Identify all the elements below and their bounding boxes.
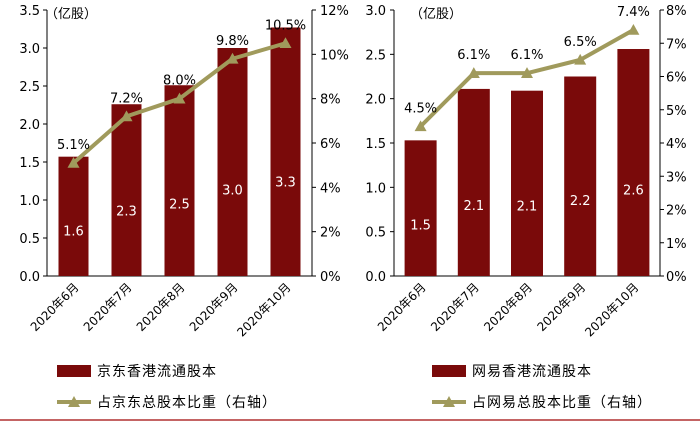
bar-value-label: 2.6 <box>623 184 644 199</box>
legend-swatch-marker <box>68 396 80 407</box>
left-tick-label: 2.0 <box>19 118 40 133</box>
line-value-label: 4.5% <box>404 101 437 116</box>
left-tick-label: 3.5 <box>19 4 40 19</box>
x-tick-label: 2020年8月 <box>134 280 188 334</box>
line-value-label: 6.5% <box>564 35 597 50</box>
right-tick-label: 0% <box>320 270 341 285</box>
legend-label-line: 占网易总股本比重（右轴） <box>472 395 652 411</box>
legend-label-bar: 网易香港流通股本 <box>472 364 592 380</box>
x-tick-label: 2020年10月 <box>582 280 641 339</box>
legend-label-bar: 京东香港流通股本 <box>97 364 217 380</box>
right-tick-label: 2% <box>666 204 687 219</box>
line-marker <box>120 110 133 122</box>
left-tick-label: 0.5 <box>19 232 40 247</box>
bar-value-label: 3.0 <box>222 183 243 198</box>
bar <box>111 104 142 277</box>
line-value-label: 7.4% <box>617 5 650 20</box>
left-tick-label: 1.5 <box>365 137 386 152</box>
line-marker <box>67 156 80 168</box>
legend-swatch-marker <box>443 396 455 407</box>
left-tick-label: 1.0 <box>19 194 40 209</box>
unit-label: （亿股） <box>45 7 97 22</box>
bar <box>511 90 543 276</box>
bar <box>564 76 597 276</box>
line-marker <box>173 92 186 104</box>
legend-swatch-bar <box>432 365 466 377</box>
legend-swatch-bar <box>57 365 91 377</box>
line-marker <box>279 37 292 49</box>
x-tick-label: 2020年9月 <box>534 280 588 334</box>
line-value-label: 5.1% <box>57 138 90 153</box>
chart-1: 0.0 0.5 1.0 1.5 2.0 2.5 3.0 3.5 0% 2% 4% 6% 8% 10% 12%… <box>19 4 349 411</box>
left-tick-label: 3.0 <box>19 42 40 57</box>
left-tick-label: 0.0 <box>365 270 386 285</box>
line-marker <box>574 53 587 65</box>
right-tick-label: 5% <box>666 104 687 119</box>
x-tick-label: 2020年10月 <box>234 280 293 339</box>
right-tick-label: 8% <box>666 4 687 19</box>
bar-value-label: 1.6 <box>63 225 84 240</box>
left-tick-label: 2.0 <box>365 93 386 108</box>
left-tick-label: 2.5 <box>19 80 40 95</box>
line-value-label: 10.5% <box>265 18 306 33</box>
bar-value-label: 3.3 <box>275 176 296 191</box>
right-tick-label: 6% <box>666 71 687 86</box>
line-value-label: 6.1% <box>457 48 490 63</box>
bar <box>270 27 301 277</box>
x-tick-label: 2020年9月 <box>187 280 241 334</box>
bar-value-label: 2.3 <box>116 205 137 220</box>
bar-value-label: 2.2 <box>570 194 591 209</box>
bar <box>58 156 89 276</box>
line-marker <box>627 23 640 35</box>
line-value-label: 7.2% <box>110 91 143 106</box>
line-marker <box>521 67 533 78</box>
bar <box>457 88 490 276</box>
bar <box>164 85 195 277</box>
x-tick-label: 2020年6月 <box>375 280 429 334</box>
right-tick-label: 10% <box>320 48 349 63</box>
line-value-label: 9.8% <box>216 34 249 49</box>
x-tick-label: 2020年8月 <box>481 280 535 334</box>
right-tick-label: 2% <box>320 226 341 241</box>
line-value-label: 6.1% <box>510 48 543 63</box>
left-tick-label: 0.5 <box>365 226 386 241</box>
bar-value-label: 2.1 <box>517 200 538 215</box>
bar <box>217 48 248 276</box>
bar <box>404 140 437 276</box>
right-tick-label: 4% <box>320 181 341 196</box>
line-value-label: 8.0% <box>163 74 196 89</box>
bar-value-label: 2.1 <box>463 199 484 214</box>
left-tick-label: 0.0 <box>19 270 40 285</box>
right-tick-label: 1% <box>666 237 687 252</box>
legend-label-line: 占京东总股本比重（右轴） <box>97 395 277 411</box>
left-tick-label: 1.0 <box>365 181 386 196</box>
x-tick-label: 2020年7月 <box>428 280 482 334</box>
line-marker <box>414 120 427 132</box>
left-tick-label: 1.5 <box>19 156 40 171</box>
left-tick-label: 3.0 <box>365 4 386 19</box>
bar <box>617 49 650 276</box>
right-tick-label: 8% <box>320 93 341 108</box>
bar-value-label: 1.5 <box>410 218 431 233</box>
right-tick-label: 0% <box>666 270 687 285</box>
line-marker <box>467 67 480 78</box>
right-tick-label: 7% <box>666 37 687 52</box>
bar-value-label: 2.5 <box>169 198 190 213</box>
right-tick-label: 6% <box>320 137 341 152</box>
chart-2: 0.0 0.5 1.0 1.5 2.0 2.5 3.0 0% 1% 2% 3% 4% 5% 6% 7% 8% （… <box>365 4 686 411</box>
unit-label: （亿股） <box>410 7 462 22</box>
right-tick-label: 12% <box>320 4 349 19</box>
x-tick-label: 2020年6月 <box>28 280 82 334</box>
right-tick-label: 4% <box>666 137 687 152</box>
left-tick-label: 2.5 <box>365 48 386 63</box>
right-tick-label: 3% <box>666 170 687 185</box>
x-tick-label: 2020年7月 <box>81 280 135 334</box>
line-marker <box>226 52 239 64</box>
